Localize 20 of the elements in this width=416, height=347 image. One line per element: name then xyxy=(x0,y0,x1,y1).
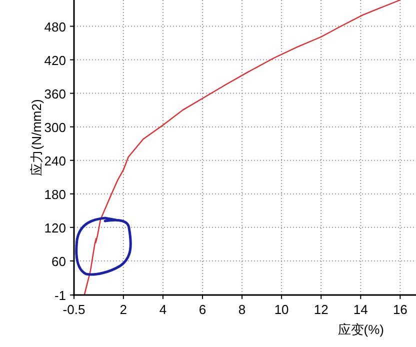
x-tick-label: -0.5 xyxy=(62,302,86,317)
y-tick-label: 420 xyxy=(44,52,66,68)
x-tick-label: 10 xyxy=(274,302,289,317)
x-tick-label: 4 xyxy=(159,302,167,317)
x-tick-label: 2 xyxy=(120,302,128,317)
y-tick-label: 120 xyxy=(44,220,66,236)
x-tick-label: 14 xyxy=(353,302,368,317)
y-tick-label: 240 xyxy=(44,153,66,168)
x-tick-label: 8 xyxy=(238,302,246,317)
y-axis-title: 应力(N/mm2) xyxy=(29,99,44,176)
x-tick-label: 6 xyxy=(198,302,206,317)
y-tick-label: 360 xyxy=(44,86,66,102)
y-tick-label: 180 xyxy=(44,186,66,202)
y-tick-label: 480 xyxy=(44,19,66,34)
y-tick-label: -1 xyxy=(54,288,66,303)
x-axis-title: 应变(%) xyxy=(338,322,384,337)
x-tick-label: 12 xyxy=(314,302,328,317)
y-tick-label: 300 xyxy=(44,120,66,135)
x-tick-label: 16 xyxy=(392,302,408,317)
y-tick-label: 60 xyxy=(52,254,66,269)
